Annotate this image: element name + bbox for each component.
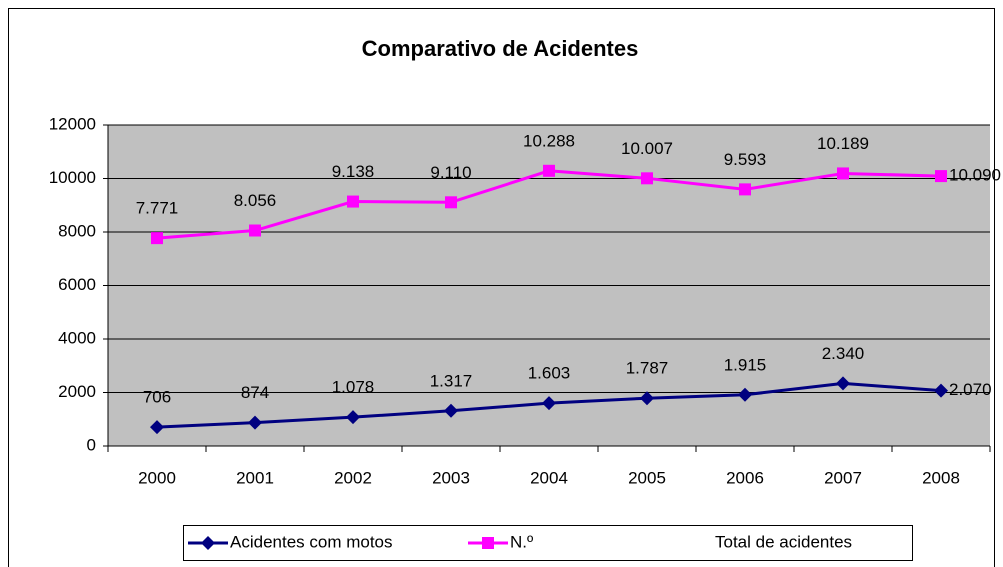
y-tick-label: 10000 bbox=[49, 168, 96, 187]
marker bbox=[248, 415, 262, 430]
y-tick-label: 6000 bbox=[58, 275, 96, 294]
x-tick-label: 2001 bbox=[236, 468, 274, 487]
data-label: 10.007 bbox=[621, 139, 673, 158]
marker bbox=[445, 196, 457, 209]
marker bbox=[201, 536, 215, 550]
marker bbox=[837, 167, 849, 180]
data-label: 1.603 bbox=[528, 364, 571, 383]
data-label: 706 bbox=[143, 388, 171, 407]
chart-title: Comparativo de Acidentes bbox=[362, 36, 639, 61]
x-tick-label: 2005 bbox=[628, 468, 666, 487]
x-tick-label: 2008 bbox=[922, 468, 960, 487]
marker bbox=[542, 396, 556, 411]
y-tick-label: 0 bbox=[87, 435, 96, 454]
marker bbox=[347, 195, 359, 208]
data-label: 2.070 bbox=[949, 380, 992, 399]
data-label: 874 bbox=[241, 383, 269, 402]
legend-box bbox=[183, 525, 913, 561]
marker bbox=[836, 376, 850, 391]
data-label: 9.110 bbox=[430, 163, 471, 182]
x-tick-label: 2006 bbox=[726, 468, 764, 487]
marker bbox=[739, 183, 751, 196]
legend-label: Total de acidentes bbox=[715, 532, 852, 551]
x-tick-label: 2007 bbox=[824, 468, 862, 487]
x-tick-label: 2002 bbox=[334, 468, 372, 487]
marker bbox=[444, 403, 458, 418]
marker bbox=[543, 164, 555, 177]
marker bbox=[482, 537, 494, 549]
marker bbox=[151, 232, 163, 245]
data-label: 1.078 bbox=[332, 378, 375, 397]
data-label: 9.593 bbox=[724, 150, 767, 169]
data-label: 10.288 bbox=[523, 131, 575, 150]
data-label: 8.056 bbox=[234, 191, 277, 210]
data-label: 1.317 bbox=[430, 371, 473, 390]
x-tick-label: 2000 bbox=[138, 468, 176, 487]
data-label: 10.090 bbox=[949, 166, 1001, 185]
legend-label: Acidentes com motos bbox=[230, 532, 393, 551]
marker bbox=[640, 391, 654, 406]
y-tick-label: 2000 bbox=[58, 382, 96, 401]
marker bbox=[641, 172, 653, 185]
x-tick-label: 2003 bbox=[432, 468, 470, 487]
data-label: 10.189 bbox=[817, 134, 869, 153]
legend-label: N.º bbox=[510, 532, 533, 551]
y-tick-label: 12000 bbox=[49, 114, 96, 133]
y-tick-label: 4000 bbox=[58, 328, 96, 347]
marker bbox=[738, 387, 752, 402]
marker bbox=[249, 224, 261, 237]
marker bbox=[934, 383, 948, 398]
marker bbox=[346, 410, 360, 425]
data-label: 2.340 bbox=[822, 344, 865, 363]
data-label: 9.138 bbox=[332, 162, 375, 181]
data-label: 7.771 bbox=[136, 199, 179, 218]
x-tick-label: 2004 bbox=[530, 468, 568, 487]
data-label: 1.787 bbox=[626, 359, 669, 378]
marker bbox=[150, 420, 164, 435]
y-tick-label: 8000 bbox=[58, 221, 96, 240]
marker bbox=[935, 170, 947, 183]
data-label: 1.915 bbox=[724, 355, 767, 374]
